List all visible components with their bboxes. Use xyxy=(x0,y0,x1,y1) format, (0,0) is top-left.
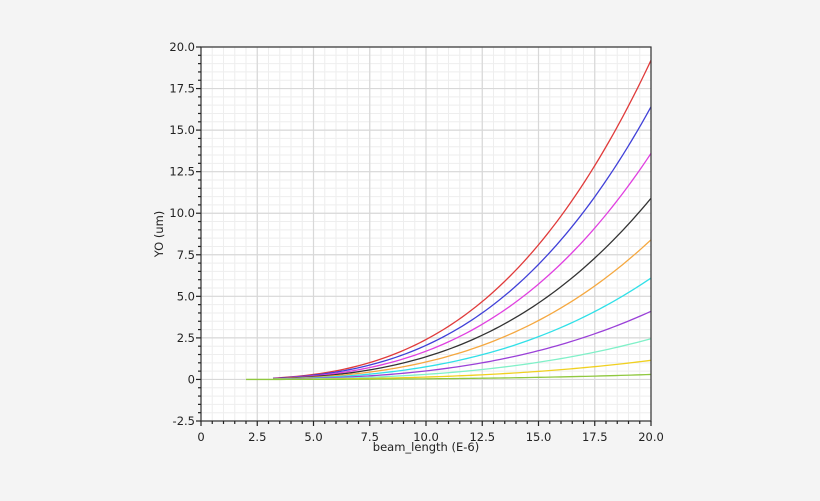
curve-series-3 xyxy=(272,153,652,380)
y-tick-label: 12.5 xyxy=(169,165,195,179)
x-axis-title: beam_length (E-6) xyxy=(373,440,479,454)
y-tick-label: 10.0 xyxy=(169,206,195,220)
x-tick-label: 2.5 xyxy=(248,430,266,444)
x-tick-label: 17.5 xyxy=(582,430,608,444)
curve-series-6 xyxy=(272,277,652,380)
x-axis: 0 2.5 5.0 7.5 10.0 12.5 15.0 17.5 20.0 xyxy=(197,421,664,444)
y-tick-label: 17.5 xyxy=(169,82,195,96)
y-tick-label: 5.0 xyxy=(177,289,195,303)
x-tick-label: 0 xyxy=(197,430,204,444)
y-tick-label: -2.5 xyxy=(173,414,195,428)
y-axis-title: YO (um) xyxy=(152,211,166,259)
y-tick-label: 20.0 xyxy=(169,40,195,54)
data-series xyxy=(246,60,652,381)
curve-series-10 xyxy=(246,373,652,381)
curve-series-1 xyxy=(272,60,652,379)
curve-series-7 xyxy=(272,310,652,380)
y-tick-label: 7.5 xyxy=(177,248,195,262)
x-tick-label: 20.0 xyxy=(638,430,664,444)
curve-series-5 xyxy=(272,239,652,380)
curve-series-4 xyxy=(272,197,652,380)
y-tick-label: 2.5 xyxy=(177,331,195,345)
x-tick-label: 12.5 xyxy=(469,430,495,444)
curve-series-2 xyxy=(272,106,652,379)
x-tick-label: 10.0 xyxy=(413,430,439,444)
x-tick-label: 5.0 xyxy=(304,430,322,444)
x-tick-label: 7.5 xyxy=(361,430,379,444)
y-tick-label: 15.0 xyxy=(169,123,195,137)
y-tick-label: 0 xyxy=(188,372,195,386)
x-tick-label: 15.0 xyxy=(526,430,552,444)
y-axis: -2.5 0 2.5 5.0 7.5 10.0 12.5 15.0 17.5 20.0 xyxy=(169,40,201,428)
